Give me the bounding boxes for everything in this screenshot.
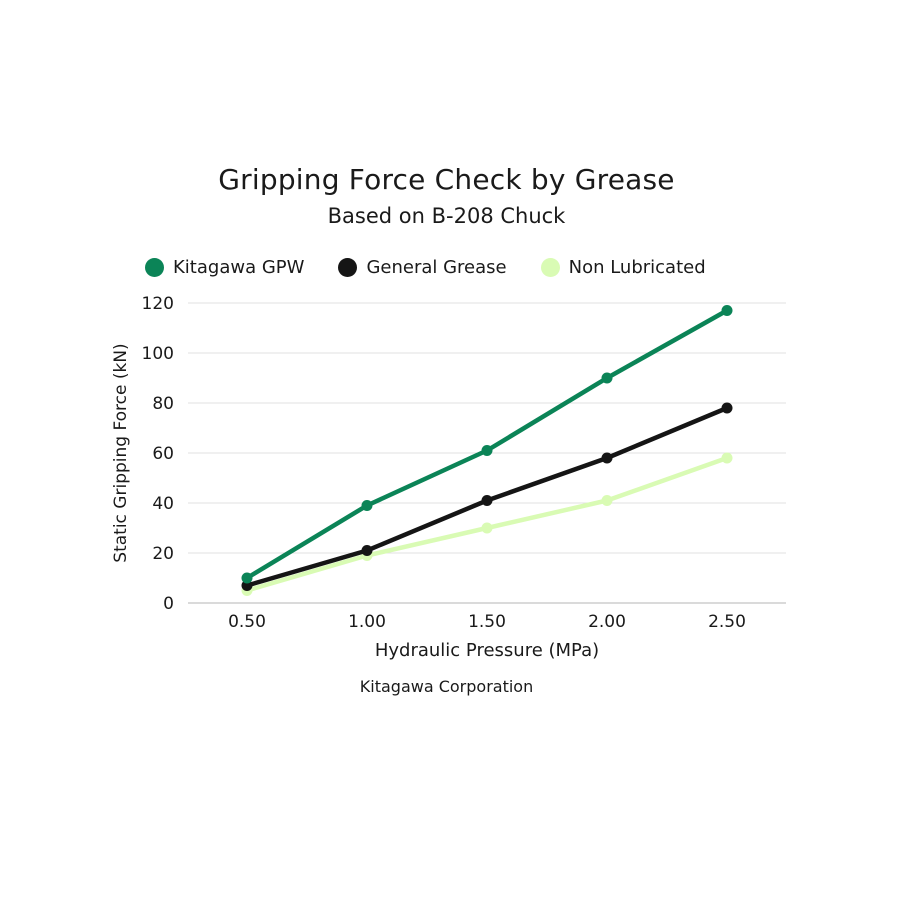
data-point-general-grease[interactable] — [361, 545, 373, 556]
y-tick-label: 100 — [142, 344, 174, 364]
data-point-non-lubricated[interactable] — [721, 452, 733, 464]
x-tick-labels: 0.50 1.00 1.50 2.00 2.50 — [228, 612, 746, 632]
series-kitagawa-gpw — [241, 305, 733, 584]
legend-label-kitagawa-gpw: Kitagawa GPW — [173, 257, 305, 278]
series-non-lubricated — [241, 452, 733, 596]
legend: Kitagawa GPW General Grease Non Lubricat… — [145, 257, 740, 278]
series-group — [241, 305, 733, 596]
data-point-general-grease[interactable] — [601, 452, 613, 464]
x-tick-label: 1.00 — [348, 612, 386, 632]
y-tick-label: 120 — [142, 294, 174, 314]
chart-subtitle: Based on B-208 Chuck — [327, 204, 566, 228]
data-point-general-grease[interactable] — [481, 495, 493, 506]
y-axis-label: Static Gripping Force (kN) — [111, 343, 131, 562]
y-tick-label: 40 — [152, 494, 174, 514]
data-point-kitagawa-gpw[interactable] — [241, 572, 253, 584]
series-line-kitagawa-gpw — [244, 308, 730, 581]
gridlines — [188, 302, 786, 604]
series-general-grease — [241, 402, 733, 591]
legend-label-general-grease: General Grease — [366, 257, 507, 278]
data-point-kitagawa-gpw[interactable] — [361, 500, 373, 511]
source-note: Kitagawa Corporation — [359, 677, 534, 696]
data-point-general-grease[interactable] — [721, 402, 733, 414]
legend-item-kitagawa-gpw[interactable]: Kitagawa GPW — [145, 257, 304, 278]
legend-label-non-lubricated: Non Lubricated — [568, 257, 706, 278]
y-tick-label: 80 — [152, 394, 174, 414]
x-tick-label: 0.50 — [228, 612, 266, 632]
x-tick-label: 1.50 — [468, 612, 506, 632]
data-point-non-lubricated[interactable] — [481, 522, 493, 534]
chart-title: Gripping Force Check by Grease — [218, 163, 675, 196]
data-point-kitagawa-gpw[interactable] — [481, 445, 493, 456]
y-tick-label: 20 — [152, 544, 174, 564]
data-point-kitagawa-gpw[interactable] — [721, 305, 733, 316]
y-tick-labels: 0 20 40 60 80 100 120 — [142, 294, 174, 614]
legend-marker-non-lubricated — [540, 258, 560, 277]
y-tick-label: 0 — [163, 594, 174, 614]
legend-marker-kitagawa-gpw — [145, 258, 164, 277]
legend-item-non-lubricated[interactable]: Non Lubricated — [540, 257, 706, 278]
data-point-kitagawa-gpw[interactable] — [601, 372, 613, 384]
data-point-non-lubricated[interactable] — [601, 495, 613, 506]
legend-item-general-grease[interactable]: General Grease — [338, 257, 507, 278]
x-axis-label: Hydraulic Pressure (MPa) — [375, 640, 599, 661]
y-tick-label: 60 — [152, 444, 174, 464]
legend-marker-general-grease — [338, 258, 358, 277]
x-tick-label: 2.50 — [708, 612, 746, 632]
x-tick-label: 2.00 — [588, 612, 626, 632]
